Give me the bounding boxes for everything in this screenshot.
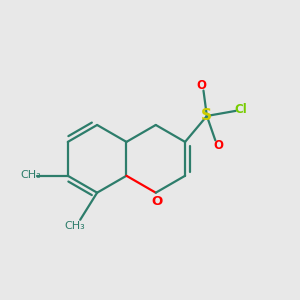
Text: O: O <box>152 195 163 208</box>
Text: S: S <box>201 109 212 124</box>
Text: CH₃: CH₃ <box>20 170 41 180</box>
Text: O: O <box>196 79 206 92</box>
Text: CH₃: CH₃ <box>64 221 85 231</box>
Text: O: O <box>213 139 223 152</box>
Text: Cl: Cl <box>235 103 247 116</box>
